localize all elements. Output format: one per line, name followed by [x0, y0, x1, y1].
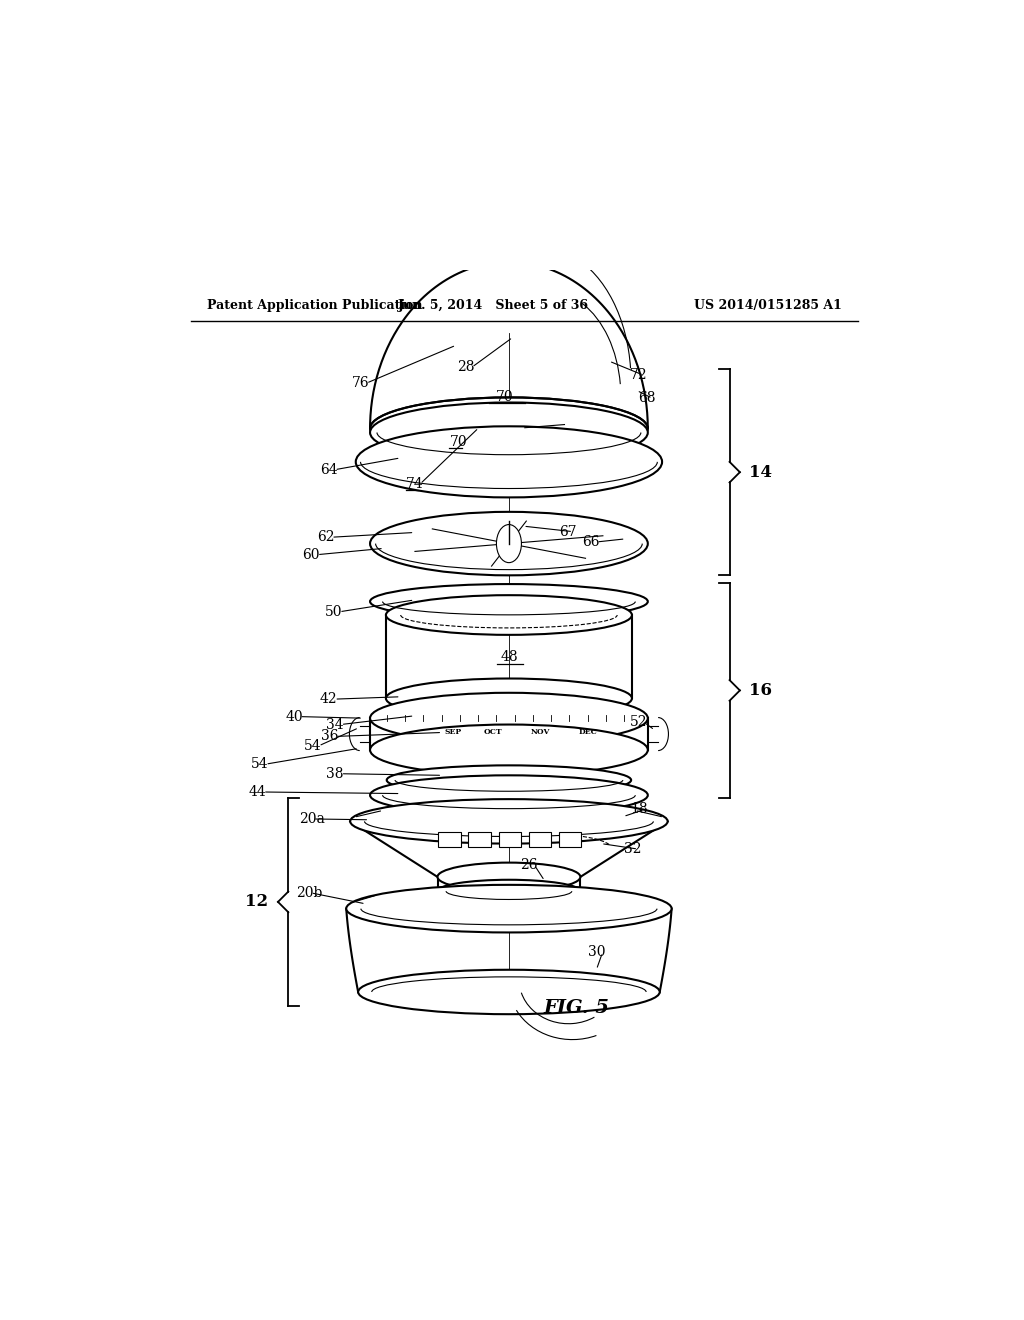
- Text: 26: 26: [520, 858, 538, 873]
- Text: 12: 12: [246, 894, 268, 911]
- Ellipse shape: [346, 884, 672, 932]
- Text: 44: 44: [249, 785, 266, 799]
- Ellipse shape: [370, 403, 648, 462]
- Text: Jun. 5, 2014   Sheet 5 of 36: Jun. 5, 2014 Sheet 5 of 36: [397, 300, 589, 312]
- Text: 40: 40: [285, 710, 303, 723]
- Ellipse shape: [370, 397, 648, 459]
- Text: 66: 66: [582, 535, 599, 549]
- Ellipse shape: [437, 879, 581, 903]
- Ellipse shape: [497, 524, 521, 562]
- Text: 30: 30: [588, 945, 606, 960]
- Text: 34: 34: [327, 718, 344, 731]
- Text: NOV: NOV: [531, 727, 550, 735]
- Ellipse shape: [437, 862, 581, 891]
- Text: 18: 18: [631, 803, 648, 817]
- Text: 20b: 20b: [296, 886, 323, 900]
- Text: OCT: OCT: [483, 727, 503, 735]
- Text: 67: 67: [559, 524, 577, 539]
- Bar: [559, 833, 582, 846]
- Ellipse shape: [370, 775, 648, 814]
- Text: 14: 14: [750, 463, 772, 480]
- Text: 68: 68: [638, 391, 655, 405]
- Text: 64: 64: [321, 463, 338, 477]
- Ellipse shape: [350, 799, 668, 843]
- Text: 70: 70: [450, 436, 467, 449]
- Text: 42: 42: [321, 692, 338, 706]
- Text: 74: 74: [406, 477, 424, 491]
- Ellipse shape: [370, 512, 648, 576]
- Ellipse shape: [358, 970, 659, 1014]
- Ellipse shape: [370, 693, 648, 743]
- Text: 36: 36: [321, 730, 338, 743]
- Text: 50: 50: [325, 605, 342, 619]
- Text: 54: 54: [251, 758, 268, 771]
- Ellipse shape: [386, 595, 632, 635]
- Text: 76: 76: [352, 376, 370, 391]
- Text: 62: 62: [316, 531, 335, 544]
- Text: US 2014/0151285 A1: US 2014/0151285 A1: [694, 300, 842, 312]
- Text: DEC: DEC: [579, 727, 598, 735]
- Text: SEP: SEP: [444, 727, 462, 735]
- Text: 72: 72: [630, 368, 647, 383]
- Text: 32: 32: [624, 842, 641, 857]
- Text: 20a: 20a: [299, 812, 325, 826]
- Ellipse shape: [355, 426, 663, 498]
- Text: 16: 16: [750, 682, 772, 698]
- Ellipse shape: [370, 583, 648, 619]
- Ellipse shape: [370, 725, 648, 775]
- Text: 52: 52: [630, 715, 647, 729]
- Text: 60: 60: [303, 548, 321, 562]
- Bar: [528, 833, 551, 846]
- Text: Patent Application Publication: Patent Application Publication: [207, 300, 423, 312]
- Ellipse shape: [387, 766, 631, 795]
- Text: 28: 28: [458, 360, 475, 375]
- Text: 70: 70: [497, 389, 514, 404]
- Bar: [438, 833, 461, 846]
- Ellipse shape: [386, 678, 632, 718]
- Bar: [468, 833, 490, 846]
- Text: 48: 48: [500, 649, 518, 664]
- Bar: [499, 833, 521, 846]
- Text: 38: 38: [327, 767, 344, 780]
- Text: FIG. 5: FIG. 5: [544, 999, 609, 1016]
- Text: 54: 54: [304, 739, 322, 752]
